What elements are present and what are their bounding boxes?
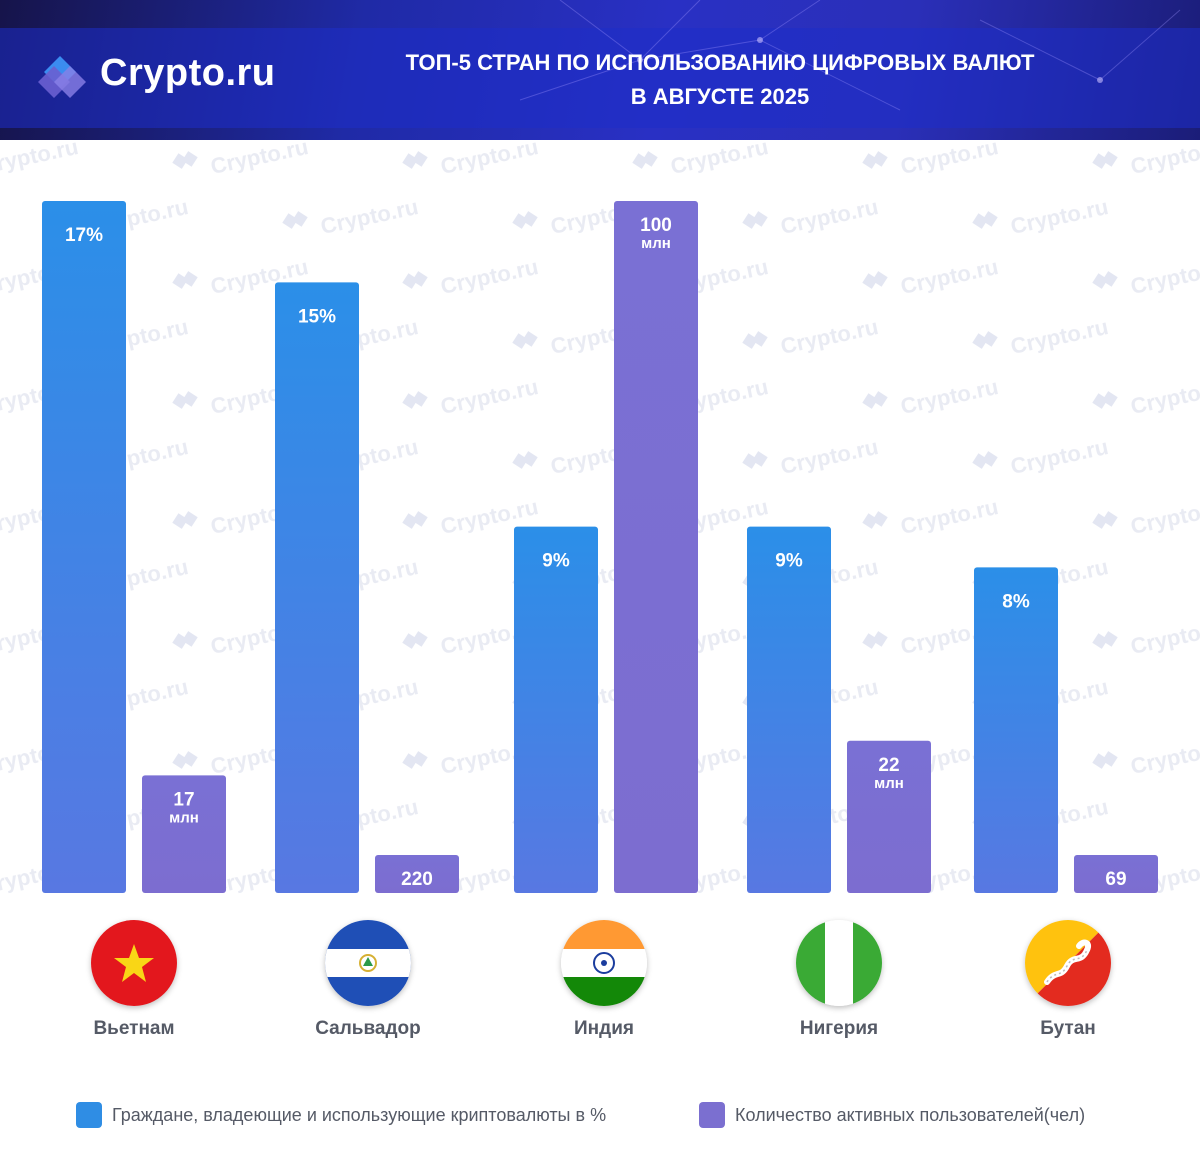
legend-swatch-percent: [76, 1102, 102, 1128]
legend-item-percent: Граждане, владеющие и использующие крипт…: [76, 1100, 606, 1130]
bar-chart: 17%17млн15%220тыс.9%100млн9%22млн8%69тыс…: [42, 201, 1158, 906]
watermark-logo-icon: [1092, 511, 1118, 529]
legend-item-users: Количество активных пользователей(чел): [699, 1100, 1085, 1130]
watermark-logo-icon: [512, 451, 538, 469]
network-decoration: [519, 0, 1181, 111]
users-bar-india: [614, 201, 698, 893]
percent-bar-el-salvador: [275, 282, 359, 893]
header-band: [0, 28, 1200, 128]
percent-label-el-salvador: 15%: [298, 306, 336, 327]
watermark-logo-icon: [512, 331, 538, 349]
watermark-logo-icon: [862, 511, 888, 529]
watermark-logo-icon: [512, 211, 538, 229]
watermark-logo-icon: [742, 331, 768, 349]
chart-title-line1: ТОП-5 СТРАН ПО ИСПОЛЬЗОВАНИЮ ЦИФРОВЫХ ВА…: [405, 50, 1035, 75]
percent-bar-nigeria: [747, 526, 831, 893]
users-label-el-salvador-unit: тыс.: [401, 889, 434, 906]
users-bar-el-salvador: [375, 855, 459, 893]
watermark-logo-icon: [282, 211, 308, 229]
watermark-logo-icon: [172, 631, 198, 649]
country-label-el-salvador: Сальвадор: [315, 1018, 421, 1039]
watermark-logo-icon: [742, 211, 768, 229]
users-label-vietnam-unit: млн: [169, 809, 199, 826]
percent-bar-bhutan: [974, 567, 1058, 893]
percent-label-vietnam: 17%: [65, 225, 103, 246]
vietnam-flag-icon: [91, 920, 177, 1006]
watermark-logo-icon: [402, 151, 428, 169]
country-label-nigeria: Нигерия: [799, 1018, 879, 1039]
watermark-logo-icon: [632, 151, 658, 169]
watermark-logo-icon: [742, 451, 768, 469]
users-bar-bhutan: [1074, 855, 1158, 893]
watermark-logo-icon: [1092, 391, 1118, 409]
chart-title-line2: В АВГУСТЕ 2025: [630, 84, 810, 109]
percent-label-nigeria: 9%: [775, 551, 803, 572]
users-label-vietnam: 17: [173, 789, 194, 810]
percent-bar-india: [514, 526, 598, 893]
legend-swatch-users: [699, 1102, 725, 1128]
watermark-logo-icon: [172, 391, 198, 409]
watermark-logo-icon: [402, 271, 428, 289]
watermark-logo-icon: [402, 631, 428, 649]
users-bar-vietnam: [142, 775, 226, 893]
legend: Граждане, владеющие и использующие крипт…: [0, 1100, 1200, 1130]
watermark-logo-icon: [402, 751, 428, 769]
users-label-el-salvador: 220: [401, 869, 433, 890]
india-flag-icon: [561, 920, 647, 1006]
watermark-logo-icon: [972, 451, 998, 469]
watermark-logo-icon: [172, 511, 198, 529]
users-label-bhutan-unit: тыс.: [1100, 889, 1133, 906]
users-label-india-unit: млн: [641, 235, 671, 252]
watermark-logo-icon: [402, 511, 428, 529]
legend-label-users: Количество активных пользователей(чел): [735, 1104, 1086, 1125]
legend-label-percent: Граждане, владеющие и использующие крипт…: [112, 1104, 607, 1125]
watermark-logo-icon: [402, 391, 428, 409]
country-label-vietnam: Вьетнам: [93, 1018, 175, 1039]
header-banner: Crypto.ru ТОП-5 СТРАН ПО ИСПОЛЬЗОВАНИЮ Ц…: [0, 0, 1200, 140]
users-label-nigeria-unit: млн: [874, 775, 904, 792]
watermark-logo-icon: [862, 271, 888, 289]
watermark-logo-icon: [862, 151, 888, 169]
watermark-logo-icon: [1092, 271, 1118, 289]
watermark-logo-icon: [862, 391, 888, 409]
brand-name: Crypto.ru: [100, 52, 276, 94]
watermark-logo-icon: [172, 151, 198, 169]
crypto-logo-icon: [38, 56, 86, 98]
watermark-logo-icon: [1092, 631, 1118, 649]
watermark-logo-icon: [862, 631, 888, 649]
el-salvador-flag-icon: [325, 920, 411, 1006]
users-label-nigeria: 22: [878, 755, 899, 776]
watermark-logo-icon: [172, 751, 198, 769]
nigeria-flag-icon: [796, 920, 882, 1006]
percent-label-india: 9%: [542, 551, 570, 572]
percent-bar-vietnam: [42, 201, 126, 893]
country-label-india: Индия: [574, 1018, 634, 1039]
bhutan-flag-icon: [1025, 920, 1111, 1006]
country-label-bhutan: Бутан: [1040, 1018, 1096, 1039]
percent-label-bhutan: 8%: [1002, 591, 1030, 612]
users-label-india: 100: [640, 215, 672, 236]
watermark-logo-icon: [172, 271, 198, 289]
users-bar-nigeria: [847, 740, 931, 893]
users-label-bhutan: 69: [1105, 869, 1126, 890]
watermark-logo-icon: [972, 211, 998, 229]
chart-title: ТОП-5 СТРАН ПО ИСПОЛЬЗОВАНИЮ ЦИФРОВЫХ ВА…: [330, 46, 1110, 114]
watermark-logo-icon: [972, 331, 998, 349]
watermark-logo-icon: [1092, 151, 1118, 169]
watermark-logo-icon: [1092, 751, 1118, 769]
